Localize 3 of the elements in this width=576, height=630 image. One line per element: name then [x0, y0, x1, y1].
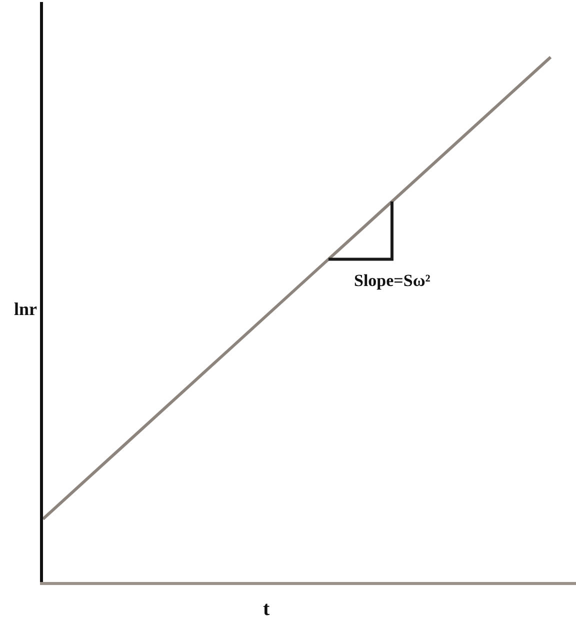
x-axis-title: t	[263, 598, 270, 620]
y-axis-title: lnr	[14, 299, 38, 319]
annotation: Slope=Sω²	[354, 271, 430, 290]
